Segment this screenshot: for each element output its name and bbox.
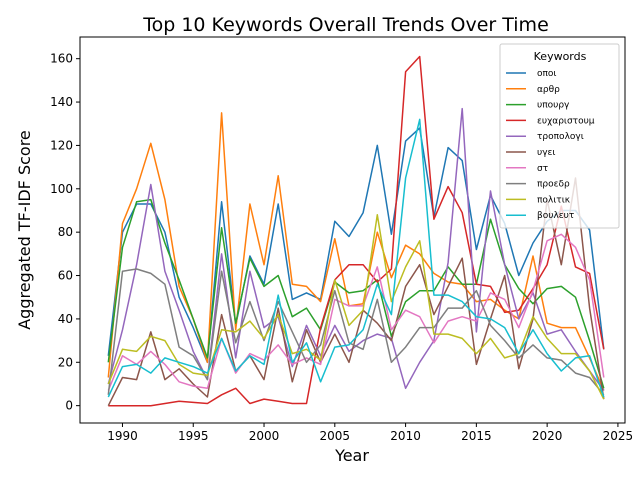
- x-tick-label: 2020: [532, 429, 563, 443]
- x-tick-label: 2005: [320, 429, 351, 443]
- x-axis: 1990 1995 2000 2005 2010 2015 2020 2025: [107, 423, 633, 443]
- legend-label: προεδρ: [537, 180, 570, 190]
- y-axis: 0 20 40 60 80 100 120 140 160: [50, 52, 80, 413]
- y-tick-label: 0: [65, 399, 73, 413]
- chart-title: Top 10 Keywords Overall Trends Over Time: [142, 14, 549, 36]
- legend-label: υπουργ: [537, 101, 570, 111]
- legend-label: οποι: [537, 69, 556, 79]
- series-layer: [107, 55, 605, 407]
- x-tick-label: 1990: [107, 429, 138, 443]
- legend-label: βουλευτ: [537, 211, 574, 221]
- x-axis-title: Year: [334, 446, 369, 465]
- series-line: [107, 127, 605, 364]
- legend-label: υγει: [537, 148, 555, 158]
- legend-label: πολιτικ: [537, 195, 571, 205]
- y-tick-label: 40: [58, 312, 73, 326]
- legend: Keywords οποι αρθρ υπουργ ευχαριστουμ τροπολ…: [499, 43, 620, 229]
- x-tick-label: 2015: [461, 429, 492, 443]
- series-line: [107, 233, 605, 391]
- series-line: [107, 177, 605, 407]
- x-tick-label: 2025: [603, 429, 634, 443]
- series-line: [107, 198, 605, 389]
- x-tick-label: 1995: [178, 429, 209, 443]
- legend-items: οποι αρθρ υπουργ ευχαριστουμ τροπολογι υγει στ…: [506, 69, 595, 221]
- series-line: [107, 268, 605, 396]
- y-tick-label: 20: [58, 355, 73, 369]
- y-tick-label: 160: [50, 52, 73, 66]
- y-tick-label: 100: [50, 182, 73, 196]
- series-line: [107, 118, 605, 398]
- series-line: [108, 55, 605, 407]
- series-line: [107, 214, 605, 400]
- y-tick-label: 120: [50, 138, 73, 152]
- legend-title: Keywords: [534, 50, 587, 63]
- y-tick-label: 80: [58, 225, 73, 239]
- x-tick-label: 2000: [249, 429, 280, 443]
- y-tick-label: 60: [58, 269, 73, 283]
- x-tick-label: 2010: [390, 429, 421, 443]
- legend-label: αρθρ: [537, 85, 560, 95]
- plot-frame: [79, 36, 626, 424]
- legend-label: στ: [537, 164, 548, 174]
- y-tick-label: 140: [50, 95, 73, 109]
- legend-label: τροπολογι: [537, 132, 584, 142]
- y-axis-title: Aggregated TF-IDF Score: [15, 130, 34, 330]
- legend-label: ευχαριστουμ: [537, 116, 595, 126]
- legend-box: [499, 43, 620, 229]
